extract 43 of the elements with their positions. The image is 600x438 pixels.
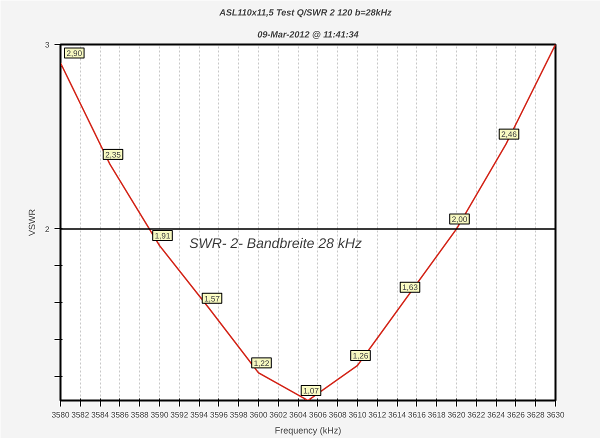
x-tick-label: 3622 [467,410,486,420]
x-tick-label: 3614 [388,410,407,420]
x-tick-label: 3586 [111,410,130,420]
data-label: 1,63 [402,283,418,292]
x-tick-label: 3602 [269,410,288,420]
x-tick-label: 3584 [91,410,110,420]
x-tick-label: 3618 [428,410,446,420]
x-tick-label: 3612 [368,410,387,420]
x-tick-label: 3608 [328,410,348,420]
chart-title: ASL110x11,5 Test Q/SWR 2 120 b=28kHz [218,8,392,18]
x-tick-label: 3594 [190,410,209,420]
chart-subtitle: 09-Mar-2012 @ 11:41:34 [257,30,359,40]
x-tick-label: 3626 [507,410,526,420]
x-tick-label: 3630 [546,410,565,420]
x-tick-label: 3600 [250,410,268,420]
data-label: 2,00 [452,214,468,224]
data-label: 2,90 [66,48,83,58]
data-label: 2,35 [105,150,122,160]
x-tick-label: 3598 [230,410,248,420]
data-label: 2,46 [501,130,518,140]
data-label: 1,26 [352,351,369,360]
x-tick-label: 3590 [150,410,169,420]
x-tick-label: 3610 [348,410,367,420]
x-tick-label: 3624 [487,410,506,420]
x-tick-label: 3606 [309,410,328,420]
x-tick-label: 3604 [289,410,308,420]
data-label: 1,22 [254,358,270,368]
x-tick-label: 3588 [130,410,150,420]
y-tick-label: 2 [45,224,50,234]
data-label: 1,57 [204,294,220,304]
annotation: SWR- 2- Bandbreite 28 kHz [189,234,362,251]
x-tick-label: 3592 [170,410,189,420]
y-axis-title: VSWR [27,208,38,236]
data-label: 1,91 [154,232,171,241]
x-tick-label: 3616 [408,410,426,420]
x-axis-title: Frequency (kHz) [274,426,342,436]
x-tick-label: 3628 [526,410,546,420]
x-tick-label: 3620 [448,410,466,420]
x-tick-label: 3596 [210,410,228,420]
x-tick-label: 3580 [52,410,70,420]
x-tick-label: 3582 [71,410,90,420]
data-label: 1,07 [303,386,320,396]
y-tick-label: 3 [45,40,50,50]
